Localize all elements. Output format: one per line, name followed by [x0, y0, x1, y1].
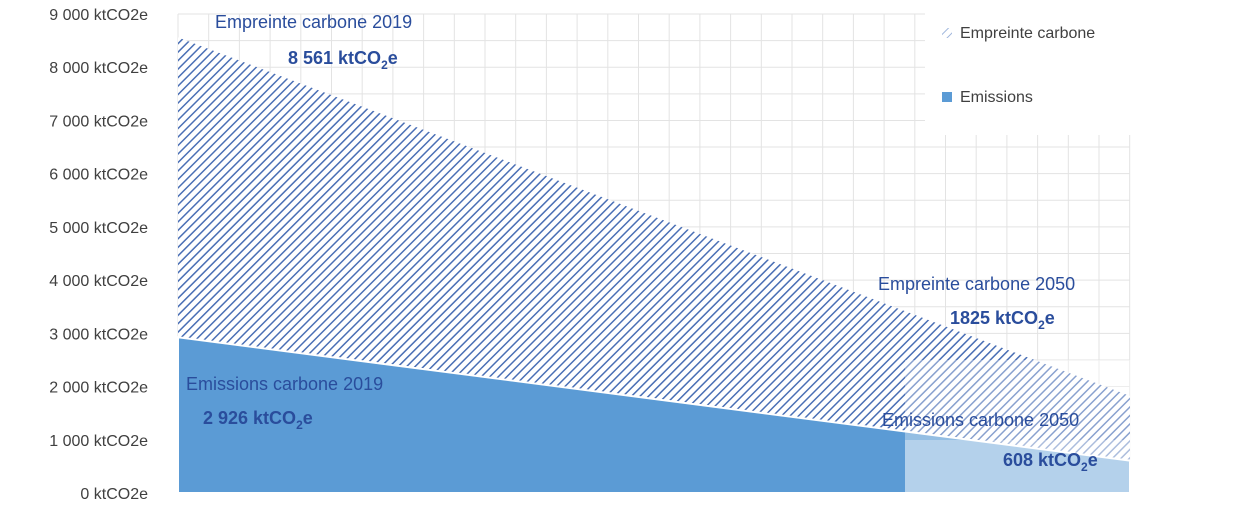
annotation-value: 2 926 ktCO2e [203, 408, 313, 432]
y-tick-label: 8 000 ktCO2e [49, 60, 148, 77]
annotation-label: Empreinte carbone 2050 [878, 274, 1075, 294]
y-tick-label: 4 000 ktCO2e [49, 273, 148, 290]
y-tick-label: 0 ktCO2e [80, 486, 148, 503]
annotation-value: 608 ktCO2e [1003, 450, 1098, 474]
y-tick-label: 5 000 ktCO2e [49, 220, 148, 237]
y-axis-tick-labels: 0 ktCO2e 1 000 ktCO2e 2 000 ktCO2e 3 000 kt… [49, 7, 148, 503]
annotation-value: 1825 ktCO2e [950, 308, 1055, 332]
annotation-emissions-2019: Emissions carbone 2019 2 926 ktCO2e [186, 374, 383, 432]
annotation-backdrop-lower [905, 440, 1130, 492]
legend-swatch-emissions [942, 92, 952, 102]
annotation-label: Emissions carbone 2050 [882, 410, 1079, 430]
annotation-backdrop [905, 360, 1235, 492]
y-tick-label: 3 000 ktCO2e [49, 326, 148, 343]
annotation-footprint-2019: Empreinte carbone 2019 8 561 ktCO2e [215, 12, 412, 72]
legend-box [925, 0, 1165, 135]
annotation-emissions-2050: Emissions carbone 2050 608 ktCO2e [882, 410, 1098, 474]
annotation-value: 8 561 ktCO2e [288, 48, 398, 72]
y-tick-label: 9 000 ktCO2e [49, 7, 148, 24]
y-tick-label: 7 000 ktCO2e [49, 113, 148, 130]
legend-label-emissions: Emissions [960, 89, 1033, 106]
annotation-label: Emissions carbone 2019 [186, 374, 383, 394]
legend-swatch-empreinte-carbone [942, 28, 952, 38]
legend-label-empreinte-carbone: Empreinte carbone [960, 25, 1095, 42]
y-tick-label: 6 000 ktCO2e [49, 167, 148, 184]
legend: Empreinte carbone Emissions [925, 0, 1165, 135]
annotation-footprint-2050: Empreinte carbone 2050 1825 ktCO2e [878, 274, 1075, 332]
y-tick-label: 1 000 ktCO2e [49, 433, 148, 450]
annotation-label: Empreinte carbone 2019 [215, 12, 412, 32]
y-tick-label: 2 000 ktCO2e [49, 380, 148, 397]
series-area-emissions [177, 336, 1131, 494]
